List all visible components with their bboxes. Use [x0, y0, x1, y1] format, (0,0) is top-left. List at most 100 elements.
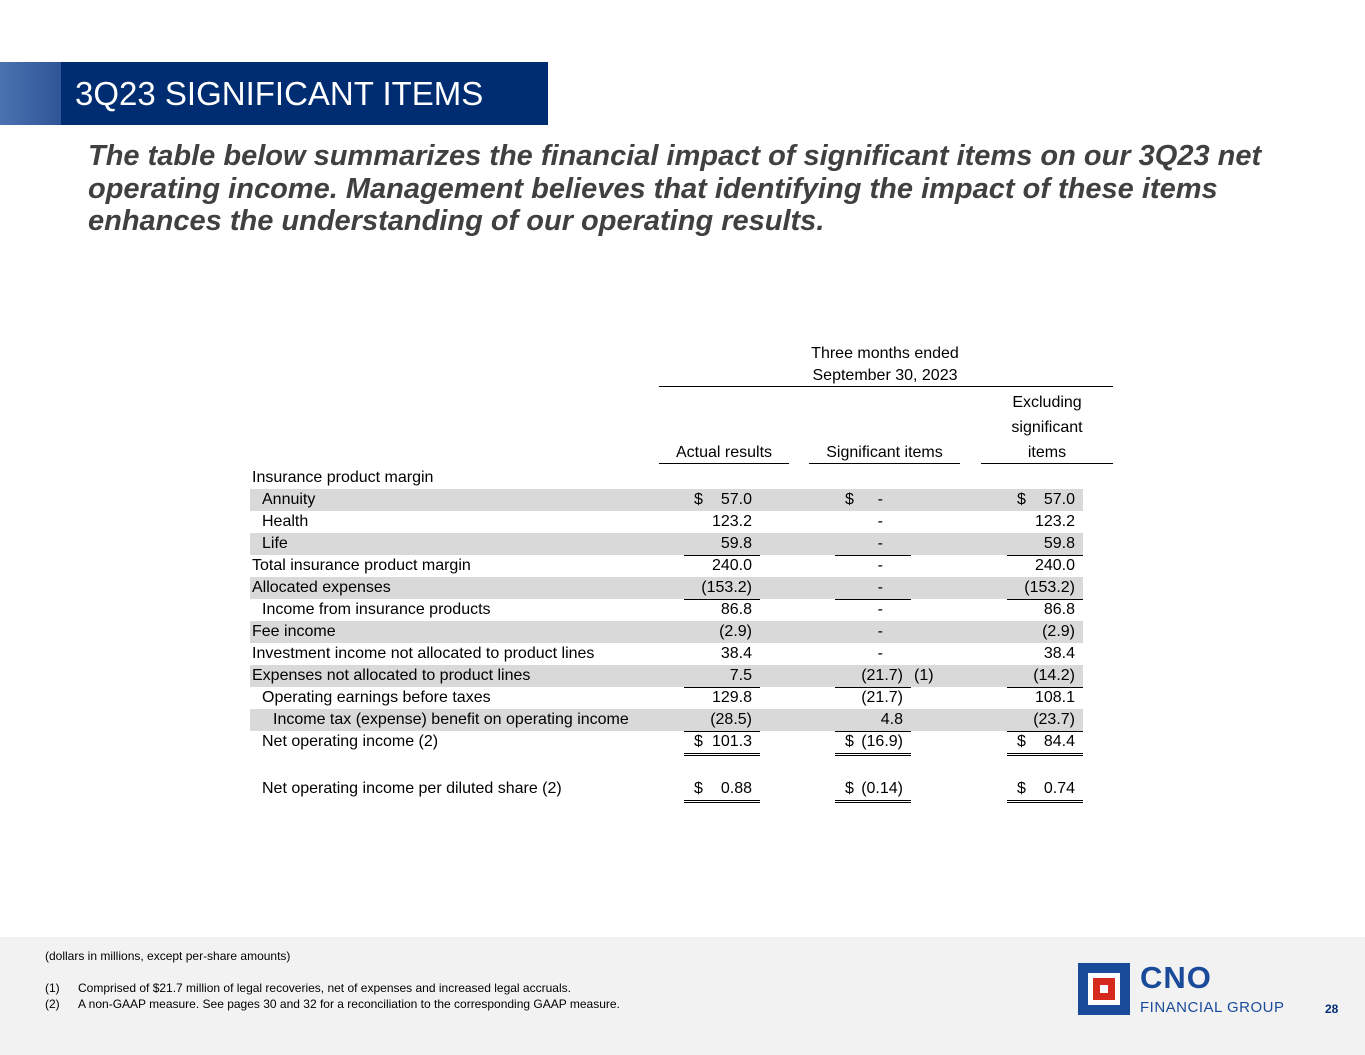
- cell-value: -: [877, 535, 883, 552]
- cell-value: -: [877, 579, 883, 596]
- excluding-items-cell: (14.2): [1007, 665, 1083, 688]
- table-row: Allocated expenses (153.2) - (153.2): [250, 577, 1083, 600]
- table-row: Expenses not allocated to product lines 7…: [250, 665, 1083, 688]
- cell-value: (153.2): [1024, 579, 1075, 596]
- significant-items-cell: $ (16.9): [835, 731, 911, 756]
- col-header-significant: Significant items: [826, 444, 943, 461]
- significant-items-cell: -: [835, 555, 911, 577]
- cell-value: (0.14): [861, 780, 903, 797]
- cell-value: 59.8: [720, 535, 752, 552]
- row-label: Income from insurance products: [262, 601, 491, 618]
- excluding-items-cell: (23.7): [1007, 709, 1083, 732]
- actual-results-cell: 86.8: [684, 599, 760, 621]
- cno-logo-icon: [1078, 963, 1130, 1015]
- headline-text: The table below summarizes the financial…: [88, 140, 1262, 237]
- actual-results-cell: (153.2): [684, 577, 760, 600]
- table-row: Life 59.8 - 59.8: [250, 533, 1083, 556]
- col-header-excluding-rule: [981, 463, 1113, 464]
- significant-items-cell: -: [835, 533, 911, 556]
- cell-value: 101.3: [711, 733, 752, 750]
- units-note: (dollars in millions, except per-share a…: [45, 949, 291, 963]
- actual-results-cell: 129.8: [684, 687, 760, 709]
- cell-value: 0.88: [720, 780, 752, 797]
- page-number: 28: [1325, 1002, 1339, 1016]
- period-header-line2: September 30, 2023: [812, 367, 958, 384]
- cell-value: 84.4: [1043, 733, 1075, 750]
- actual-results-cell: $0.88: [684, 778, 760, 803]
- excluding-items-cell: $0.74: [1007, 778, 1083, 803]
- currency-symbol: $: [1017, 733, 1026, 750]
- cell-value: -: [877, 623, 883, 640]
- table-row: Income tax (expense) benefit on operatin…: [250, 709, 1083, 732]
- excluding-items-cell: $57.0: [1007, 489, 1083, 511]
- actual-results-cell: 7.5: [684, 665, 760, 688]
- currency-symbol: $: [694, 780, 703, 797]
- currency-symbol: $: [694, 733, 703, 750]
- currency-symbol: $: [694, 491, 703, 508]
- currency-symbol: $: [1017, 780, 1026, 797]
- significant-items-cell: (21.7) (1): [835, 665, 934, 688]
- table-row: Operating earnings before taxes 129.8 (21.…: [250, 687, 1083, 709]
- significant-items-cell: 4.8: [835, 709, 911, 732]
- cell-value: 240.0: [1034, 557, 1075, 574]
- currency-symbol: $: [1017, 491, 1026, 508]
- period-header-line1: Three months ended: [811, 345, 959, 362]
- col-header-actual: Actual results: [675, 444, 773, 461]
- table-row: Income from insurance products 86.8 - 86.8: [250, 599, 1083, 621]
- cell-value: -: [877, 557, 883, 574]
- actual-results-cell: (28.5): [684, 709, 760, 732]
- actual-results-cell: $101.3: [684, 731, 760, 756]
- col-header-excluding-line3: items: [1027, 444, 1067, 461]
- row-label: Life: [262, 535, 288, 552]
- footnote-1-number: (1): [45, 981, 60, 995]
- excluding-items-cell: 86.8: [1007, 599, 1083, 621]
- actual-results-cell: 59.8: [684, 533, 760, 556]
- section-row-insurance-product-margin: Insurance product margin: [250, 467, 1083, 489]
- excluding-items-cell: 108.1: [1007, 687, 1083, 709]
- cell-value: (21.7): [861, 689, 903, 706]
- row-label: Operating earnings before taxes: [262, 689, 491, 706]
- col-header-actual-rule: [659, 463, 789, 464]
- cell-value: 123.2: [1034, 513, 1075, 530]
- table-row: Annuity $57.0 $ - $57.0: [250, 489, 1083, 511]
- cell-value: 240.0: [711, 557, 752, 574]
- significant-items-cell: -: [835, 511, 911, 533]
- cell-value: 86.8: [720, 601, 752, 618]
- cell-value: 123.2: [711, 513, 752, 530]
- cell-value: 38.4: [1043, 645, 1075, 662]
- row-label: Net operating income (2): [262, 733, 439, 750]
- row-label: Total insurance product margin: [252, 557, 471, 574]
- significant-items-cell: $ -: [835, 489, 911, 511]
- row-label: Net operating income per diluted share (…: [262, 780, 562, 797]
- row-label: Health: [262, 513, 309, 530]
- cell-value: 7.5: [729, 667, 752, 684]
- significant-items-cell: -: [835, 577, 911, 600]
- row-label: Expenses not allocated to product lines: [252, 667, 531, 684]
- actual-results-cell: (2.9): [684, 621, 760, 643]
- row-label: Fee income: [252, 623, 336, 640]
- actual-results-cell: 123.2: [684, 511, 760, 533]
- cell-value: (153.2): [701, 579, 752, 596]
- title-accent-bar: [0, 62, 61, 125]
- significant-items-cell: -: [835, 621, 911, 643]
- table-row: Total insurance product margin 240.0 - 240.…: [250, 555, 1083, 577]
- cell-value: 4.8: [880, 711, 903, 728]
- currency-symbol: $: [845, 733, 854, 750]
- cell-value: 0.74: [1043, 780, 1075, 797]
- footer: (dollars in millions, except per-share a…: [0, 937, 1365, 1055]
- cell-value: 129.8: [711, 689, 752, 706]
- cell-value: 59.8: [1043, 535, 1075, 552]
- footnote-2-text: A non-GAAP measure. See pages 30 and 32 …: [78, 997, 620, 1011]
- col-header-excluding-line2: significant: [1011, 419, 1083, 436]
- page-title: 3Q23 SIGNIFICANT ITEMS: [61, 62, 548, 125]
- cell-value: -: [877, 491, 883, 508]
- cell-value: (23.7): [1033, 711, 1075, 728]
- footnote-1-text: Comprised of $21.7 million of legal reco…: [78, 981, 571, 995]
- cell-value: 108.1: [1034, 689, 1075, 706]
- excluding-items-cell: (153.2): [1007, 577, 1083, 600]
- logo-wordmark: CNO: [1140, 960, 1212, 995]
- cell-value: -: [877, 601, 883, 618]
- col-header-excluding-line1: Excluding: [1012, 394, 1082, 411]
- cell-value: (28.5): [710, 711, 752, 728]
- excluding-items-cell: 123.2: [1007, 511, 1083, 533]
